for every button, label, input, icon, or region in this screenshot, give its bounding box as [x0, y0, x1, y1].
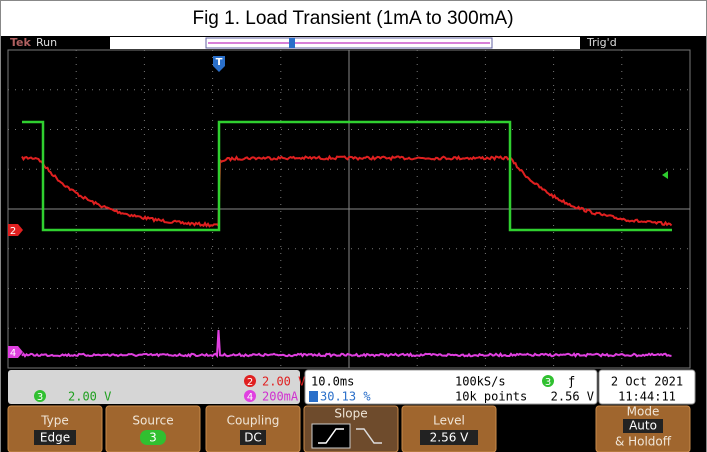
- menu-label: Mode: [627, 405, 660, 419]
- timebase: 10.0ms: [311, 375, 354, 389]
- ch2-badge-label: 2: [247, 377, 253, 388]
- ch2-marker: [8, 224, 23, 236]
- ch2-marker-label: 2: [10, 226, 16, 237]
- record-trigger: [289, 38, 295, 48]
- run-state: Run: [36, 36, 57, 49]
- ch3-trace: [22, 120, 672, 232]
- trigger-pos-icon: [309, 391, 318, 402]
- menu-value-box: [140, 430, 166, 445]
- trigger-marker: [213, 56, 225, 72]
- caption: Fig 1. Load Transient (1mA to 300mA): [192, 8, 513, 29]
- menu-label: Level: [433, 414, 465, 428]
- ch4-trace: [21, 329, 672, 359]
- menu-button[interactable]: [7, 405, 103, 452]
- menu-label: Type: [40, 414, 69, 428]
- menu-label: Source: [132, 414, 173, 428]
- ch2-scale: 2.00 V: [262, 375, 305, 389]
- ch4-marker-label: 4: [10, 348, 16, 359]
- ch3-badge: [34, 390, 46, 402]
- trigger-marker-label: T: [216, 57, 223, 68]
- menu-label: Coupling: [227, 414, 280, 428]
- trigger-source: 3: [545, 377, 551, 388]
- menu-button[interactable]: [205, 405, 301, 452]
- menu-label: Slope: [334, 407, 367, 421]
- date: 2 Oct 2021: [611, 375, 683, 389]
- ch2-trace: [21, 154, 673, 228]
- slope-fall: [356, 428, 382, 444]
- menu-value-box: [420, 430, 478, 445]
- menu-value: 3: [149, 431, 157, 445]
- trigger-level: 2.56 V: [551, 390, 594, 404]
- ch4-marker: [8, 346, 23, 358]
- menu-value-box: [623, 419, 663, 433]
- sample-rate: 100kS/s: [455, 375, 506, 389]
- menu-value: Auto: [629, 419, 657, 433]
- menu-button[interactable]: [105, 405, 201, 452]
- menu-value: 2.56 V: [430, 431, 470, 445]
- trigger-slope: ƒ: [568, 375, 575, 389]
- trigger-status: Trig'd: [586, 36, 617, 49]
- ch3-scale: 2.00 V: [68, 390, 111, 404]
- slope-rise: [318, 428, 344, 444]
- ch4-badge-label: 4: [247, 392, 253, 403]
- menu-value-box: [34, 430, 76, 445]
- menu-value-box: [240, 430, 266, 445]
- datetime: [598, 369, 696, 405]
- menu-value: DC: [244, 431, 262, 445]
- trigger-source-badge: [542, 375, 554, 387]
- menu-bar: Type Edge Source 3 Coupling DC Slope Level 2.56 …: [7, 405, 691, 452]
- channel-readout: [8, 370, 300, 404]
- menu-value: & Holdoff: [615, 435, 672, 449]
- brand: Tek: [10, 36, 32, 49]
- menu-value: Edge: [40, 431, 70, 445]
- acq-readout: [304, 369, 598, 405]
- trigger-position: 30.13 %: [320, 390, 371, 404]
- ch4-badge: [244, 390, 256, 402]
- trigger-level-arrow: [662, 171, 668, 179]
- time: 11:44:11: [618, 390, 676, 404]
- ch2-badge: [244, 375, 256, 387]
- record-length: 10k points: [455, 390, 527, 404]
- ch3-badge-label: 3: [37, 392, 43, 403]
